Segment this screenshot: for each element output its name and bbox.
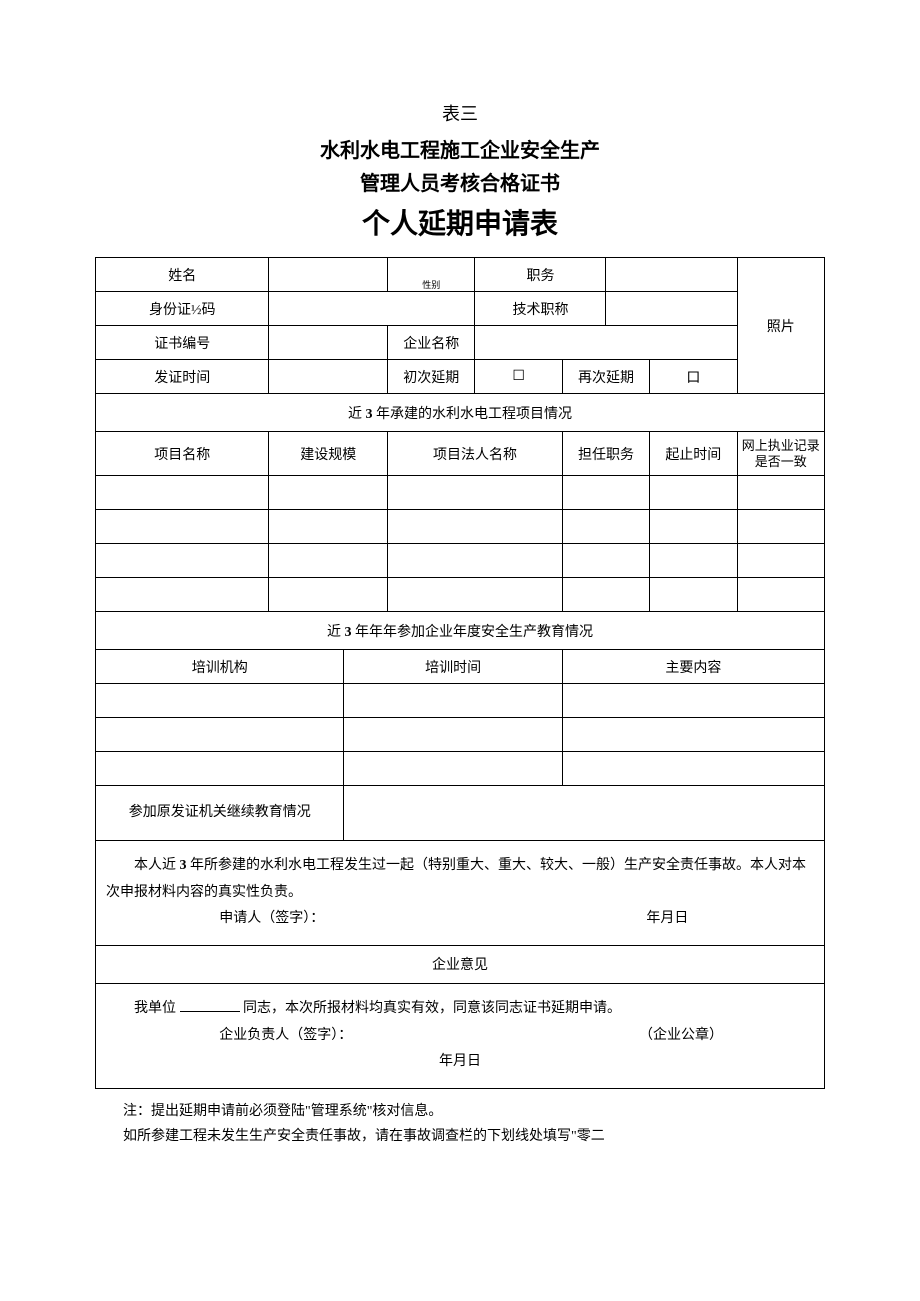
company-date: 年月日 (106, 1049, 814, 1076)
id-value[interactable] (269, 292, 475, 326)
company-opinion-row: 我单位 同志，本次所报材料均真实有效，同意该同志证书延期申请。 企业负责人（签字… (96, 983, 825, 1088)
note-line-2: 如所参建工程未发生生产安全责任事故，请在事故调查栏的下划线处填写"零二 (95, 1124, 825, 1149)
position-label: 职务 (475, 258, 606, 292)
note-line-1: 注：提出延期申请前必须登陆"管理系统"核对信息。 (95, 1099, 825, 1124)
col-role: 担任职务 (562, 432, 649, 476)
col-online-record: 网上执业记录是否一致 (737, 432, 824, 476)
basic-info-row-3: 证书编号 企业名称 (96, 326, 825, 360)
basic-info-row-2: 身份证½码 技术职称 (96, 292, 825, 326)
again-ext-label: 再次延期 (562, 360, 649, 394)
continuing-edu-value[interactable] (344, 786, 825, 841)
gender-label: 性别 (422, 278, 440, 291)
col-duration: 起止时间 (650, 432, 737, 476)
company-sig-row: 企业负责人（签字）： （企业公章） (106, 1023, 814, 1050)
company-name-value[interactable] (475, 326, 737, 360)
company-opinion-cell: 我单位 同志，本次所报材料均真实有效，同意该同志证书延期申请。 企业负责人（签字… (96, 983, 825, 1088)
col-scale: 建设规模 (269, 432, 388, 476)
tech-title-value[interactable] (606, 292, 737, 326)
issue-date-value[interactable] (269, 360, 388, 394)
document-header: 表三 水利水电工程施工企业安全生产 管理人员考核合格证书 个人延期申请表 (95, 100, 825, 242)
first-ext-checkbox[interactable]: ☐ (475, 360, 562, 394)
issue-date-label: 发证时间 (96, 360, 269, 394)
position-value[interactable] (606, 258, 737, 292)
name-value[interactable] (269, 258, 388, 292)
doc-subtitle-1: 水利水电工程施工企业安全生产 (95, 134, 825, 163)
project-row (96, 578, 825, 612)
again-ext-checkbox[interactable]: 口 (650, 360, 737, 394)
company-opinion-header-row: 企业意见 (96, 945, 825, 983)
company-name-label: 企业名称 (388, 326, 475, 360)
project-row (96, 476, 825, 510)
education-row (96, 752, 825, 786)
basic-info-row-4: 发证时间 初次延期 ☐ 再次延期 口 (96, 360, 825, 394)
photo-area[interactable]: 照片 (737, 258, 824, 394)
education-columns-row: 培训机构 培训时间 主要内容 (96, 650, 825, 684)
comrade-name-blank[interactable] (180, 1011, 240, 1012)
project-row (96, 510, 825, 544)
education-section-header-row: 近 3 年年年参加企业年度安全生产教育情况 (96, 612, 825, 650)
col-training-content: 主要内容 (562, 650, 824, 684)
company-opinion-text: 我单位 同志，本次所报材料均真实有效，同意该同志证书延期申请。 (106, 996, 814, 1023)
gender-value[interactable]: 性别 (388, 258, 475, 292)
first-ext-label: 初次延期 (388, 360, 475, 394)
col-project-name: 项目名称 (96, 432, 269, 476)
applicant-sig-row: 申请人（签字）： 年月日 (106, 906, 814, 933)
cert-no-label: 证书编号 (96, 326, 269, 360)
education-row (96, 718, 825, 752)
id-label: 身份证½码 (96, 292, 269, 326)
declaration-cell: 本人近 3 年所参建的水利水电工程发生过一起（特别重大、重大、较大、一般）生产安… (96, 841, 825, 946)
col-institution: 培训机构 (96, 650, 344, 684)
continuing-edu-label: 参加原发证机关继续教育情况 (96, 786, 344, 841)
name-label: 姓名 (96, 258, 269, 292)
declaration-row: 本人近 3 年所参建的水利水电工程发生过一起（特别重大、重大、较大、一般）生产安… (96, 841, 825, 946)
projects-section-header: 近 3 年承建的水利水电工程项目情况 (96, 394, 825, 432)
declaration-text: 本人近 3 年所参建的水利水电工程发生过一起（特别重大、重大、较大、一般）生产安… (106, 853, 814, 906)
table-number: 表三 (95, 100, 825, 126)
doc-subtitle-2: 管理人员考核合格证书 (95, 167, 825, 196)
projects-columns-row: 项目名称 建设规模 项目法人名称 担任职务 起止时间 网上执业记录是否一致 (96, 432, 825, 476)
tech-title-label: 技术职称 (475, 292, 606, 326)
col-legal-name: 项目法人名称 (388, 432, 563, 476)
projects-section-header-row: 近 3 年承建的水利水电工程项目情况 (96, 394, 825, 432)
doc-title: 个人延期申请表 (95, 202, 825, 242)
basic-info-row-1: 姓名 性别 职务 照片 (96, 258, 825, 292)
application-form-table: 姓名 性别 职务 照片 身份证½码 技术职称 证书编号 企业名称 发证时间 初次… (95, 257, 825, 1089)
education-section-header: 近 3 年年年参加企业年度安全生产教育情况 (96, 612, 825, 650)
company-opinion-header: 企业意见 (96, 945, 825, 983)
project-row (96, 544, 825, 578)
continuing-edu-row: 参加原发证机关继续教育情况 (96, 786, 825, 841)
education-row (96, 684, 825, 718)
cert-no-value[interactable] (269, 326, 388, 360)
col-training-time: 培训时间 (344, 650, 562, 684)
footer-notes: 注：提出延期申请前必须登陆"管理系统"核对信息。 如所参建工程未发生生产安全责任… (95, 1099, 825, 1149)
